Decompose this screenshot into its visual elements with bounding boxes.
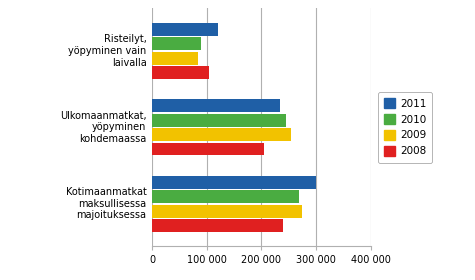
Bar: [152, 219, 283, 232]
Bar: [152, 37, 201, 50]
Bar: [152, 128, 291, 141]
Bar: [152, 176, 316, 189]
Bar: [152, 66, 209, 79]
Bar: [152, 23, 218, 36]
Bar: [152, 143, 264, 155]
Bar: [152, 114, 286, 127]
Bar: [152, 190, 300, 203]
Bar: [152, 205, 302, 218]
Bar: [152, 99, 280, 112]
Legend: 2011, 2010, 2009, 2008: 2011, 2010, 2009, 2008: [378, 92, 432, 163]
Bar: [152, 52, 199, 64]
